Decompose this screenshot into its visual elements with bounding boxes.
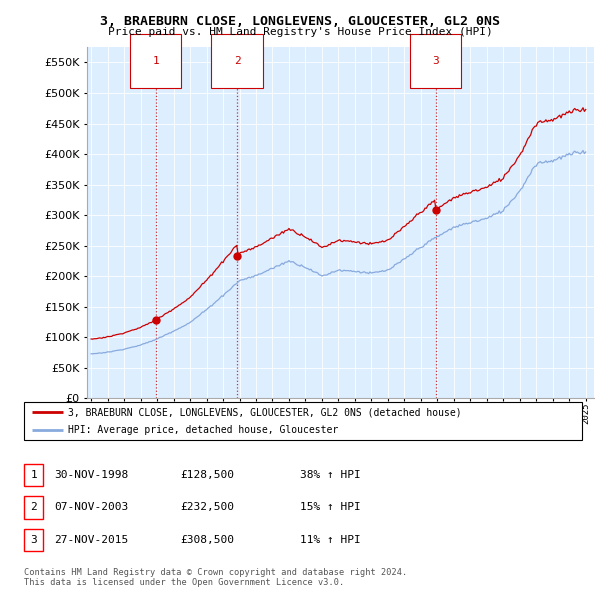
Text: Contains HM Land Registry data © Crown copyright and database right 2024.
This d: Contains HM Land Registry data © Crown c… [24, 568, 407, 587]
Text: 2: 2 [234, 56, 241, 66]
Text: 3: 3 [30, 535, 37, 545]
Text: £128,500: £128,500 [180, 470, 234, 480]
Text: Price paid vs. HM Land Registry's House Price Index (HPI): Price paid vs. HM Land Registry's House … [107, 27, 493, 37]
Text: £232,500: £232,500 [180, 503, 234, 512]
Text: HPI: Average price, detached house, Gloucester: HPI: Average price, detached house, Glou… [68, 425, 338, 435]
Text: 3, BRAEBURN CLOSE, LONGLEVENS, GLOUCESTER, GL2 0NS (detached house): 3, BRAEBURN CLOSE, LONGLEVENS, GLOUCESTE… [68, 408, 461, 417]
Text: 07-NOV-2003: 07-NOV-2003 [54, 503, 128, 512]
Text: 11% ↑ HPI: 11% ↑ HPI [300, 535, 361, 545]
Text: 30-NOV-1998: 30-NOV-1998 [54, 470, 128, 480]
Text: 3: 3 [433, 56, 439, 66]
Text: £308,500: £308,500 [180, 535, 234, 545]
Text: 27-NOV-2015: 27-NOV-2015 [54, 535, 128, 545]
Text: 2: 2 [30, 503, 37, 512]
Text: 1: 1 [30, 470, 37, 480]
Text: 1: 1 [152, 56, 159, 66]
Text: 15% ↑ HPI: 15% ↑ HPI [300, 503, 361, 512]
Text: 3, BRAEBURN CLOSE, LONGLEVENS, GLOUCESTER, GL2 0NS: 3, BRAEBURN CLOSE, LONGLEVENS, GLOUCESTE… [100, 15, 500, 28]
Text: 38% ↑ HPI: 38% ↑ HPI [300, 470, 361, 480]
